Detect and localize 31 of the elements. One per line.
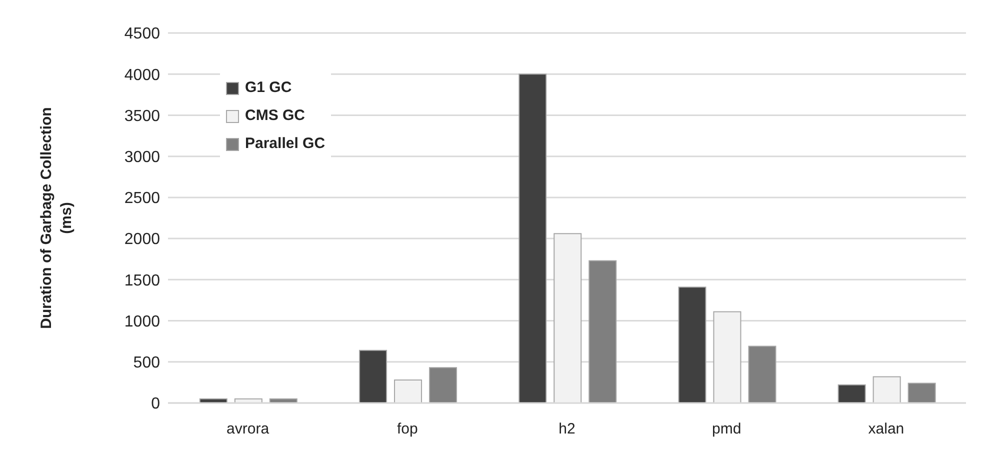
bar: [554, 233, 582, 403]
bar: [678, 286, 706, 403]
bar: [908, 382, 936, 403]
bar: [394, 379, 422, 403]
bar: [359, 350, 388, 403]
legend-label: CMS GC: [245, 106, 305, 126]
bar: [518, 74, 547, 403]
y-axis-title: Duration of Garbage Collection (ms): [38, 107, 75, 329]
y-tick-label: 3000: [124, 149, 160, 166]
legend-label: G1 GC: [245, 78, 292, 98]
bar: [429, 367, 458, 403]
y-tick-label: 4000: [124, 66, 160, 84]
y-tick-label: 2000: [124, 231, 160, 248]
legend-label: Parallel GC: [245, 134, 326, 154]
y-tick-label: 1000: [124, 313, 160, 330]
bar: [748, 346, 776, 403]
bar: [872, 376, 901, 403]
y-tick-label: 1500: [124, 272, 160, 290]
x-tick-label: h2: [558, 420, 576, 438]
bar: [838, 384, 866, 403]
bar: [713, 311, 742, 403]
bar: [588, 260, 617, 403]
x-tick-label: avrora: [226, 420, 270, 438]
y-tick-label: 2500: [124, 190, 160, 208]
x-tick-label: xalan: [868, 420, 904, 438]
y-tick-label: 500: [133, 354, 160, 372]
y-tick-label: 4500: [124, 26, 160, 43]
x-tick-label: fop: [396, 420, 418, 438]
y-tick-label: 0: [151, 396, 160, 413]
y-tick-label: 3500: [124, 108, 160, 125]
x-tick-label: pmd: [712, 420, 742, 438]
